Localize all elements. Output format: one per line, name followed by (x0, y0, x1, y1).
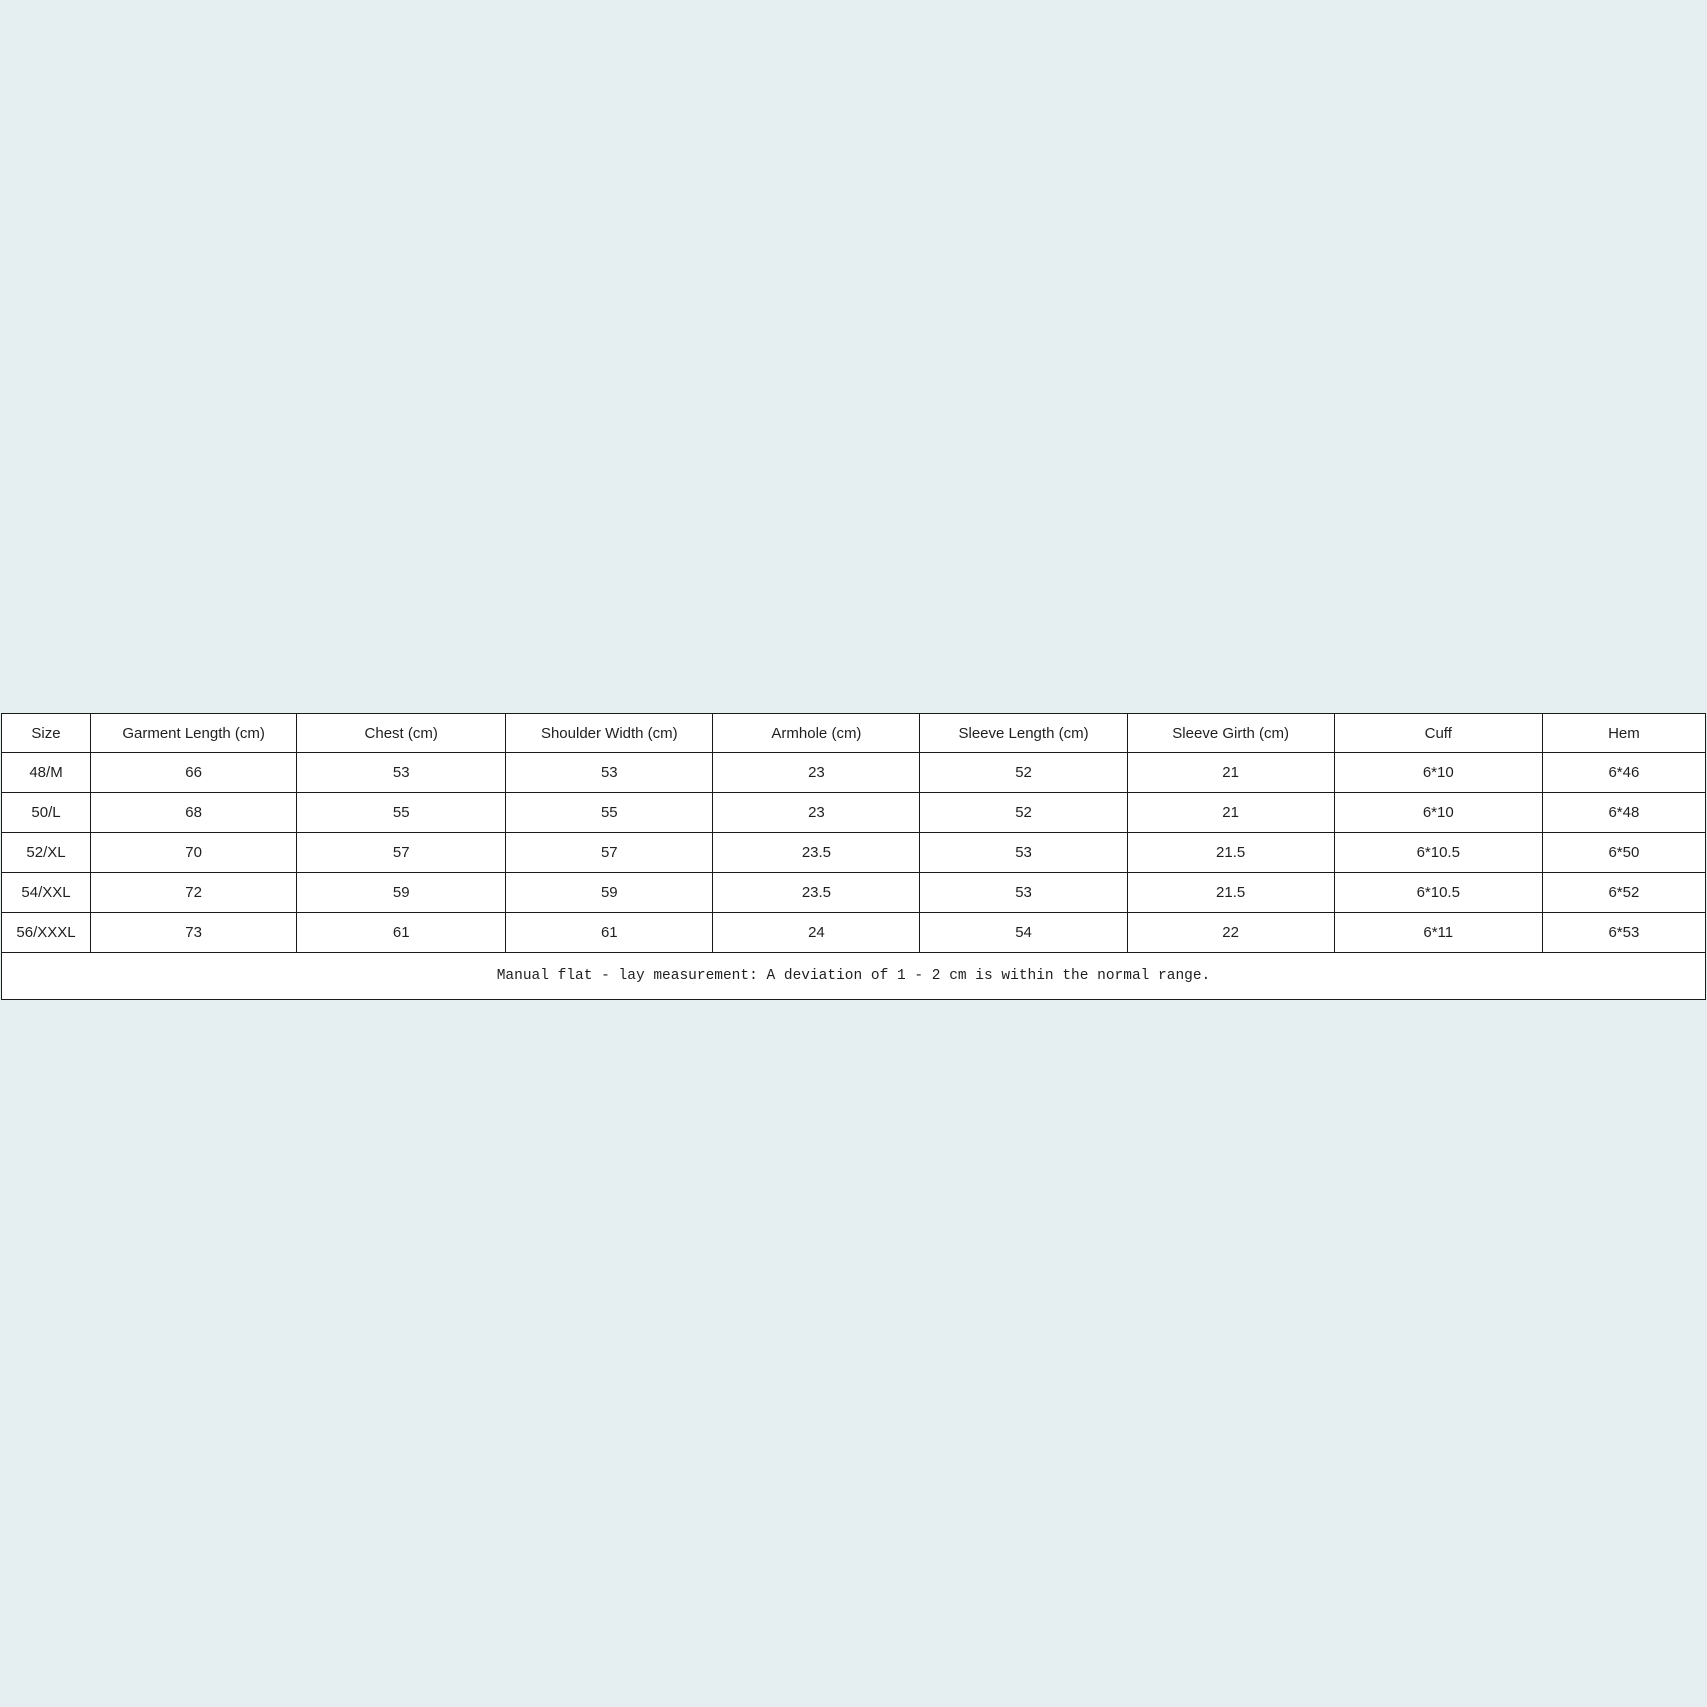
value-cell: 52 (919, 792, 1128, 833)
value-cell: 72 (90, 872, 298, 913)
value-cell: 66 (90, 752, 298, 793)
value-cell: 23 (712, 752, 921, 793)
value-cell: 53 (919, 832, 1128, 873)
value-cell: 59 (505, 872, 714, 913)
value-cell: 23.5 (712, 872, 921, 913)
value-cell: 54 (919, 912, 1128, 953)
value-cell: 6*46 (1541, 752, 1707, 793)
column-header-size: Size (0, 713, 92, 753)
value-cell: 55 (505, 792, 714, 833)
value-cell: 59 (296, 872, 507, 913)
value-cell: 55 (296, 792, 507, 833)
value-cell: 21.5 (1126, 832, 1335, 873)
column-header-shoulder-width: Shoulder Width (cm) (505, 713, 714, 753)
column-header-armhole: Armhole (cm) (712, 713, 921, 753)
value-cell: 6*10 (1333, 752, 1543, 793)
value-cell: 21 (1126, 792, 1335, 833)
size-cell: 48/M (0, 752, 92, 793)
value-cell: 6*11 (1333, 912, 1543, 953)
value-cell: 53 (296, 752, 507, 793)
table-row-48m: 48/M 66 53 53 23 52 21 6*10 6*46 (0, 752, 1707, 793)
column-header-garment-length: Garment Length (cm) (90, 713, 298, 753)
value-cell: 23.5 (712, 832, 921, 873)
table-row-54xxl: 54/XXL 72 59 59 23.5 53 21.5 6*10.5 6*52 (0, 872, 1707, 913)
value-cell: 73 (90, 912, 298, 953)
value-cell: 22 (1126, 912, 1335, 953)
column-header-hem: Hem (1541, 713, 1707, 753)
column-header-chest: Chest (cm) (296, 713, 507, 753)
table-row-50l: 50/L 68 55 55 23 52 21 6*10 6*48 (0, 792, 1707, 833)
value-cell: 6*53 (1541, 912, 1707, 953)
value-cell: 21.5 (1126, 872, 1335, 913)
value-cell: 6*48 (1541, 792, 1707, 833)
value-cell: 53 (919, 872, 1128, 913)
size-cell: 56/XXXL (0, 912, 92, 953)
value-cell: 24 (712, 912, 921, 953)
column-header-sleeve-girth: Sleeve Girth (cm) (1126, 713, 1335, 753)
value-cell: 57 (296, 832, 507, 873)
value-cell: 6*52 (1541, 872, 1707, 913)
column-header-sleeve-length: Sleeve Length (cm) (919, 713, 1128, 753)
size-cell: 54/XXL (0, 872, 92, 913)
value-cell: 61 (296, 912, 507, 953)
column-header-cuff: Cuff (1333, 713, 1543, 753)
value-cell: 57 (505, 832, 714, 873)
table-row-56xxxl: 56/XXXL 73 61 61 24 54 22 6*11 6*53 (0, 912, 1707, 953)
size-cell: 52/XL (0, 832, 92, 873)
value-cell: 68 (90, 792, 298, 833)
value-cell: 70 (90, 832, 298, 873)
size-chart-table: Size Garment Length (cm) Chest (cm) Shou… (0, 713, 1707, 1000)
value-cell: 21 (1126, 752, 1335, 793)
value-cell: 52 (919, 752, 1128, 793)
value-cell: 23 (712, 792, 921, 833)
value-cell: 6*10.5 (1333, 832, 1543, 873)
note-row: Manual flat - lay measurement: A deviati… (1, 952, 1706, 1000)
value-cell: 6*10 (1333, 792, 1543, 833)
measurement-note: Manual flat - lay measurement: A deviati… (1, 952, 1706, 1000)
value-cell: 53 (505, 752, 714, 793)
header-row: Size Garment Length (cm) Chest (cm) Shou… (0, 713, 1707, 753)
size-cell: 50/L (0, 792, 92, 833)
value-cell: 6*10.5 (1333, 872, 1543, 913)
value-cell: 6*50 (1541, 832, 1707, 873)
table-row-52xl: 52/XL 70 57 57 23.5 53 21.5 6*10.5 6*50 (0, 832, 1707, 873)
value-cell: 61 (505, 912, 714, 953)
